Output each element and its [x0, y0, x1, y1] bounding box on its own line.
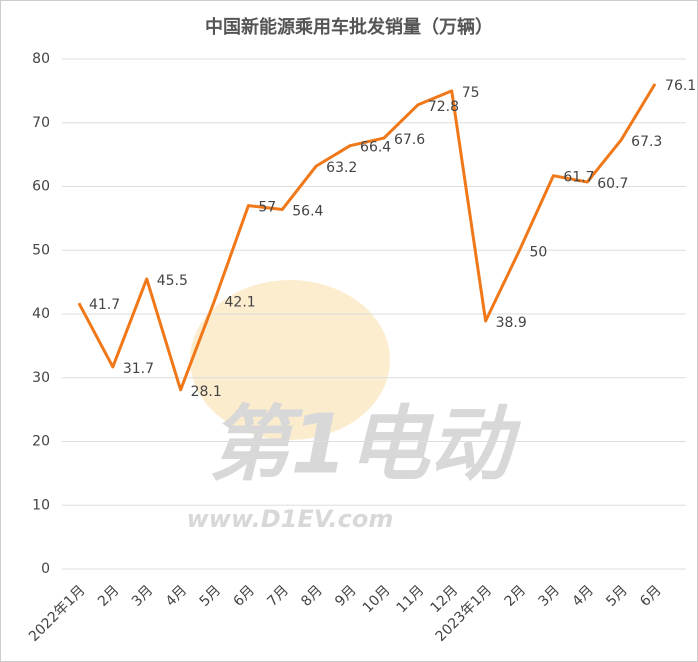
- value-label: 28.1: [191, 384, 222, 400]
- value-label: 66.4: [360, 140, 391, 156]
- value-label: 67.3: [631, 134, 662, 150]
- value-label: 76.1: [665, 78, 696, 94]
- value-label: 57: [258, 200, 276, 216]
- value-label: 42.1: [225, 295, 256, 311]
- value-label: 31.7: [123, 361, 154, 377]
- value-label: 41.7: [89, 297, 120, 313]
- value-label: 56.4: [292, 203, 323, 219]
- value-label: 50: [530, 244, 548, 260]
- y-tick-label: 50: [32, 242, 50, 258]
- y-tick-label: 20: [32, 434, 50, 450]
- value-label: 45.5: [157, 273, 188, 289]
- watermark-url: www.D1EV.com: [187, 505, 394, 533]
- mascot: [190, 280, 390, 440]
- y-tick-label: 10: [32, 497, 50, 513]
- y-tick-label: 80: [32, 51, 50, 67]
- value-label: 75: [462, 85, 480, 101]
- y-tick-label: 60: [32, 179, 50, 195]
- value-label: 63.2: [326, 160, 357, 176]
- y-tick-label: 40: [32, 306, 50, 322]
- watermark: 第1电动 www.D1EV.com: [187, 280, 522, 533]
- value-label: 72.8: [428, 99, 459, 115]
- line: [77, 83, 657, 392]
- value-label: 38.9: [496, 315, 527, 331]
- chart-title: 中国新能源乘用车批发销量（万辆）: [205, 16, 493, 38]
- y-tick-label: 30: [32, 370, 50, 386]
- y-tick-label: 0: [41, 561, 50, 577]
- value-label: 67.6: [394, 132, 425, 148]
- watermark-logo: 第1电动: [208, 397, 521, 492]
- y-tick-label: 70: [32, 115, 50, 131]
- value-label: 60.7: [597, 176, 628, 192]
- value-label: 61.7: [563, 170, 594, 186]
